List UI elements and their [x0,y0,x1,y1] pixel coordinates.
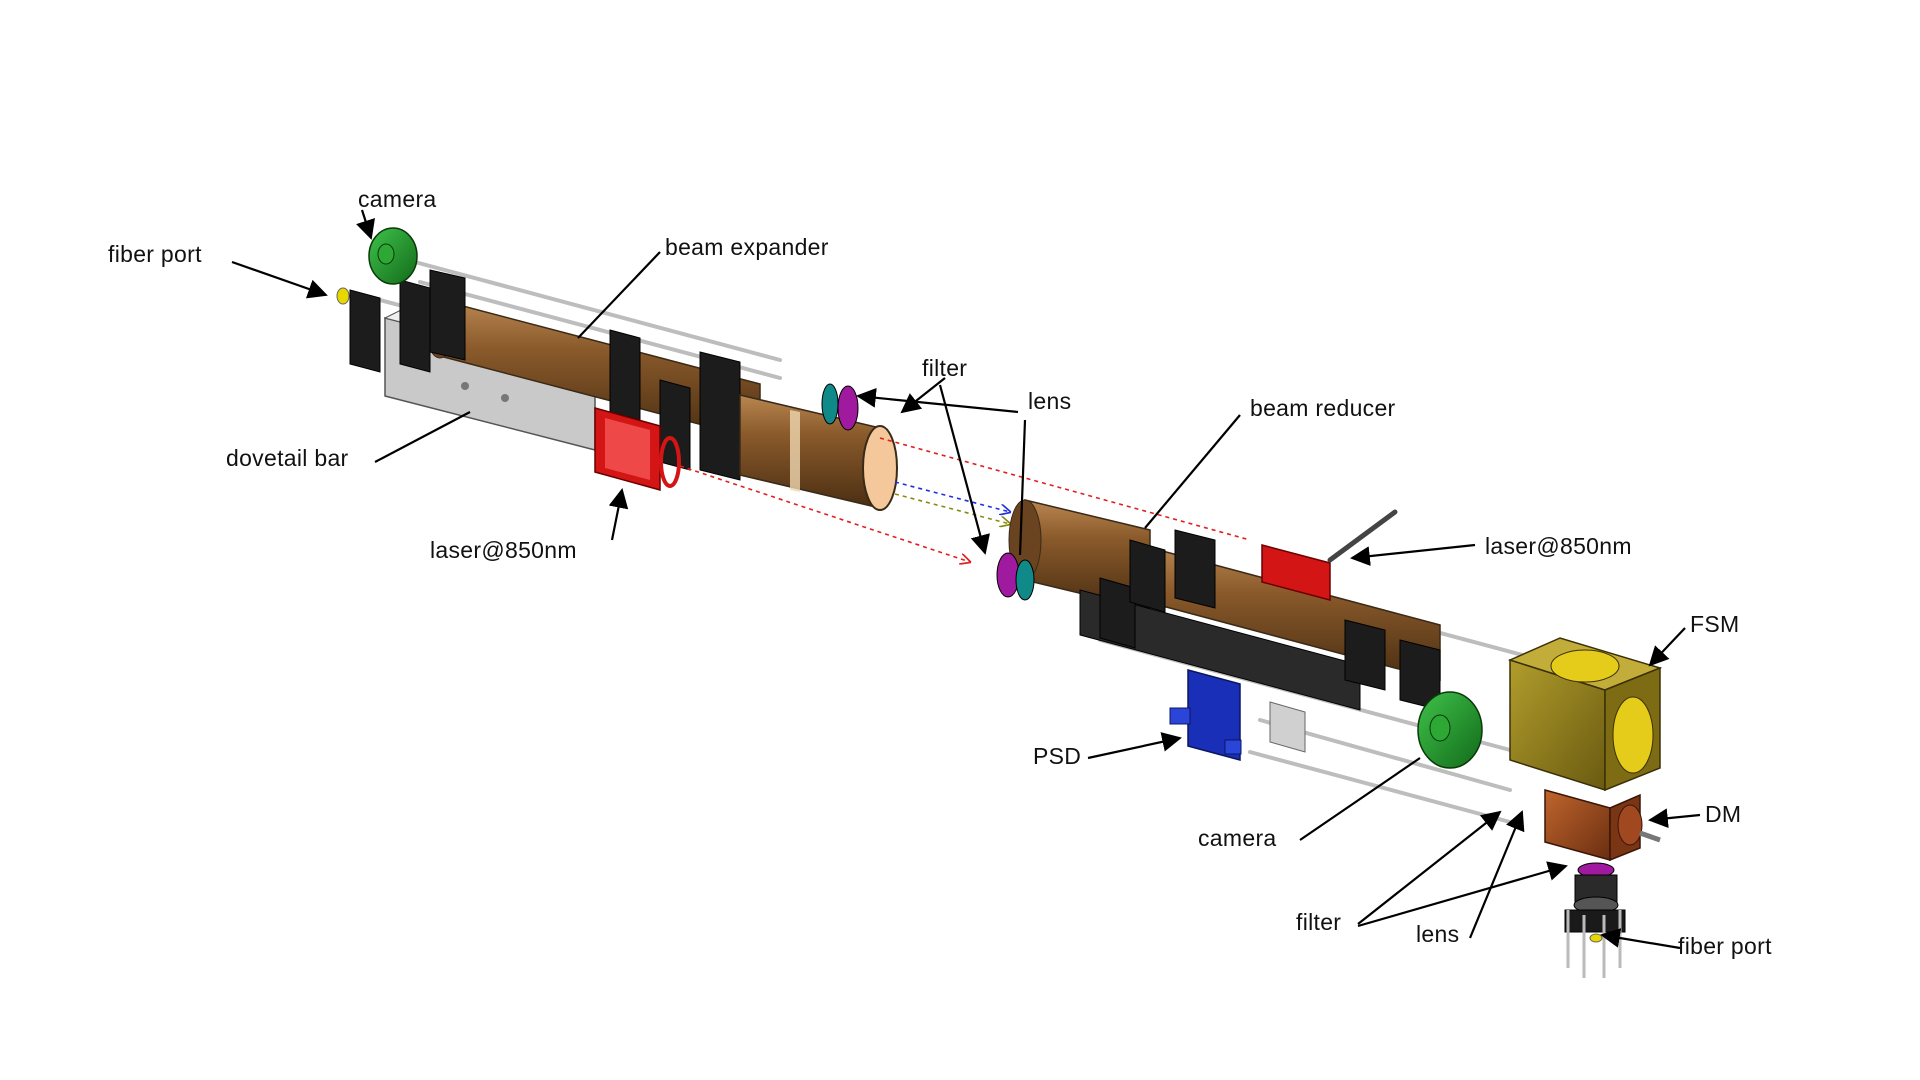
pointer-laser-left [608,488,629,541]
left-filter [837,385,859,431]
pointer-fiber-port-left [231,260,328,299]
right-lens [1015,559,1035,601]
left-fiber-port-mount [349,289,381,373]
pointer-beam-reducer [1144,414,1241,529]
cage-mount [429,269,466,361]
label-filter-bottom: filter [1296,909,1341,935]
pointer-lens-mid-a [856,387,1019,414]
label-fiber-port-left: fiber port [108,241,202,267]
dovetail-screw [461,382,469,390]
beam-blue [894,481,1010,512]
beams [679,437,1251,562]
expander-aperture [862,425,898,511]
pointer-fiber-port-bottom [1600,928,1681,950]
left-rail-1 [398,256,782,362]
label-dovetail-bar: dovetail bar [226,445,349,471]
cage-mount [609,329,641,421]
pointer-filter-bottom-a [1357,810,1502,925]
right-filter [996,552,1020,598]
label-fsm: FSM [1690,611,1739,637]
label-laser-left: laser@850nm [430,537,577,563]
right-lower-tube [1079,589,1361,711]
pointer-beam-expander [577,251,661,339]
label-laser-right: laser@850nm [1485,533,1632,559]
cage-mount [399,279,431,373]
pointer-filter-bottom-b [1357,861,1568,928]
pointer-lens-bottom [1468,810,1525,939]
cage-mount [1129,539,1166,613]
label-lens-mid: lens [1028,388,1071,414]
right-laser [1261,544,1331,601]
cage-mount [1099,577,1136,649]
left-lens [821,383,839,425]
right-assembly [996,499,1663,978]
bottom-fiber-port [1589,933,1603,943]
label-camera-bottom: camera [1198,825,1277,851]
beam-olive [894,493,1010,524]
pointer-laser-right [1350,543,1476,566]
pointer-fsm [1648,627,1686,667]
beam-red-bottom [679,465,970,562]
pointer-dm [1648,808,1701,829]
cage-mount [699,351,741,481]
bottom-fiber-port-mount [1564,909,1626,933]
dm-block [1544,789,1611,861]
left-fiber-port [336,287,350,305]
label-filter-mid: filter [922,355,967,381]
pointer-lens-mid-b [1018,419,1027,556]
left-assembly [336,227,898,511]
pointer-camera-top [356,209,375,240]
pointers [231,209,1701,950]
label-dm: DM [1705,801,1741,827]
labels: camera fiber port beam expander filter l… [108,186,1772,959]
pointer-filter-mid-b [938,384,990,555]
pointer-psd [1087,732,1182,760]
label-beam-expander: beam expander [665,234,829,260]
label-beam-reducer: beam reducer [1250,395,1396,421]
cage-mount [1174,529,1216,609]
pointer-camera-bottom [1299,757,1421,841]
cage-mount [1344,619,1386,691]
pointer-dovetail-bar [374,411,471,463]
cage-mount [659,379,691,471]
fsm-mirror [1550,649,1620,683]
label-psd: PSD [1033,743,1081,769]
label-fiber-port-bottom: fiber port [1678,933,1772,959]
label-lens-bottom: lens [1416,921,1459,947]
label-camera-top: camera [358,186,437,212]
right-rail-4 [1248,750,1512,824]
pointer-filter-mid-a [900,377,946,414]
beam-expander-output [739,394,881,509]
dovetail-screw [501,394,509,402]
